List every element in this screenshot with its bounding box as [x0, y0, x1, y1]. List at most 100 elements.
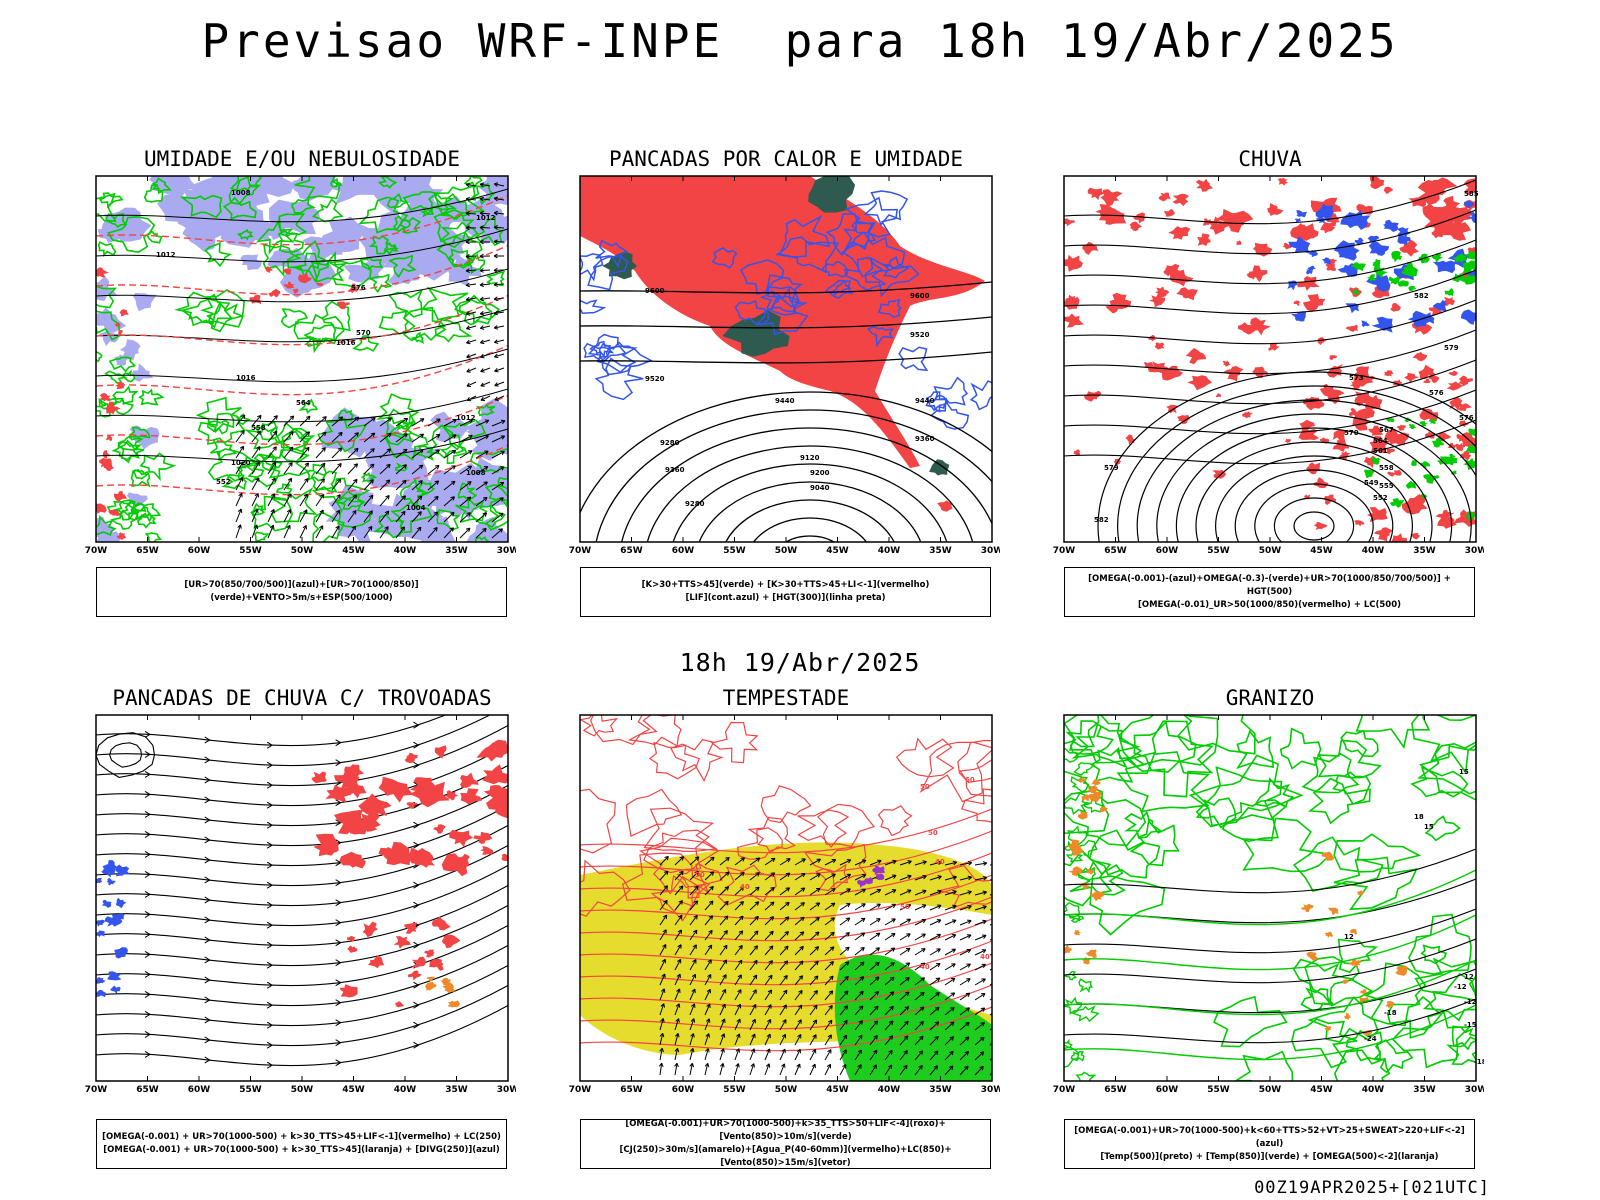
contour-label: 12: [1464, 973, 1474, 981]
contour-label: 9040: [810, 484, 830, 492]
country-border: [96, 709, 109, 713]
coastline: [915, 176, 917, 177]
contour-label: -12: [1454, 983, 1467, 991]
lon-tick-label: 30W: [981, 546, 1000, 556]
caption-line: [OMEGA(-0.001) + UR>70(1000-500) + k>30_…: [102, 1132, 501, 1142]
lon-tick-label: 55W: [723, 546, 746, 556]
caption-line: [OMEGA(-0.001)+UR>70(1000-500)+k>35_TTS>…: [625, 1119, 946, 1142]
country-border: [580, 709, 593, 713]
lon-tick-label: 70W: [85, 546, 108, 556]
contour-label: 1008: [466, 469, 486, 477]
contour-label: 1008: [231, 189, 251, 197]
country-border: [627, 715, 629, 716]
coastline: [1399, 715, 1401, 716]
contour-label: 9120: [800, 454, 820, 462]
coastline: [431, 715, 433, 716]
lon-tick-label: 35W: [929, 546, 952, 556]
lon-tick-label: 55W: [1207, 1085, 1230, 1095]
lon-tick-label: 50W: [1259, 1085, 1282, 1095]
contour-label: 1016: [336, 339, 356, 347]
contour-label: 9360: [915, 435, 935, 443]
caption-line: [CJ(250)>30m/s](amarelo)+[Agua_P(40-60mm…: [619, 1145, 952, 1168]
geography-layer: [1064, 170, 1401, 177]
lon-tick-label: 40W: [1362, 546, 1385, 556]
contour-label: 558: [251, 424, 266, 432]
lon-tick-label: 35W: [445, 546, 468, 556]
contour-label: 1004: [406, 504, 426, 512]
lon-tick-label: 45W: [342, 546, 365, 556]
lon-tick-label: 45W: [1310, 1085, 1333, 1095]
lon-tick-label: 40W: [394, 1085, 417, 1095]
contour-label: 576: [1429, 389, 1444, 397]
contour-label: 9520: [910, 331, 930, 339]
lon-tick-label: 60W: [188, 546, 211, 556]
contour-label: 9360: [665, 466, 685, 474]
state-border: [666, 715, 668, 716]
lon-tick-label: 45W: [826, 546, 849, 556]
panel-title-granizo: GRANIZO: [1225, 686, 1315, 710]
lon-tick-label: 60W: [1156, 546, 1179, 556]
contour-label: 40: [935, 858, 945, 866]
contour-label: 573: [1349, 374, 1364, 382]
lon-tick-label: 35W: [1413, 546, 1436, 556]
lon-tick-label: 70W: [85, 1085, 108, 1095]
contour-label: 50: [695, 871, 705, 879]
country-border: [143, 176, 145, 177]
caption-line: [OMEGA(-0.001)+UR>70(1000-500)+k<60+TTS>…: [1074, 1125, 1465, 1149]
contour-label: 9440: [915, 397, 935, 405]
contour-label: 40: [980, 953, 990, 961]
map-canvas: 12S15S18S21S24S27S30S33S36S39S42S70W65W6…: [85, 709, 516, 1095]
geography-layer: [1111, 715, 1401, 716]
map-umidade: 12S15S18S21S24S27S30S33S36S39S42S70W65W6…: [56, 170, 516, 560]
country-border: [1064, 170, 1077, 174]
caption-granizo: [OMEGA(-0.001)+UR>70(1000-500)+k<60+TTS>…: [1064, 1119, 1475, 1169]
contour-label: 9520: [645, 375, 665, 383]
map-pancadas-calor: 12S15S18S21S24S27S30S33S36S39S42S70W65W6…: [540, 170, 1000, 560]
map-canvas: 12S15S18S21S24S27S30S33S36S39S42S70W65W6…: [569, 709, 1000, 1095]
lon-tick-label: 65W: [1104, 1085, 1127, 1095]
contour-label: 585: [1464, 190, 1479, 198]
lon-tick-label: 50W: [1259, 546, 1282, 556]
caption-trovoadas: [OMEGA(-0.001) + UR>70(1000-500) + k>30_…: [96, 1119, 507, 1169]
lon-tick-label: 50W: [291, 546, 314, 556]
map-tempestade: 12S15S18S21S24S27S30S33S36S39S42S70W65W6…: [540, 709, 1000, 1099]
coastline: [1399, 176, 1401, 177]
contour-label: 1020: [231, 459, 251, 467]
panel-title-chuva: CHUVA: [1238, 147, 1302, 171]
contour-label: 9200: [810, 469, 830, 477]
lon-tick-label: 40W: [878, 546, 901, 556]
caption-line: [OMEGA(-0.01)_UR>50(1000/850)(vermelho) …: [1137, 599, 1402, 610]
lon-tick-label: 45W: [342, 1085, 365, 1095]
contour-label: 555: [1379, 482, 1394, 490]
lon-tick-label: 55W: [239, 1085, 262, 1095]
lon-tick-label: 65W: [136, 1085, 159, 1095]
lon-tick-label: 65W: [620, 1085, 643, 1095]
geography-layer: [627, 176, 917, 177]
contour-label: 18: [1414, 813, 1424, 821]
contour-label: 558: [1379, 464, 1394, 472]
lon-tick-label: 70W: [569, 1085, 592, 1095]
lon-tick-label: 45W: [1310, 546, 1333, 556]
lon-tick-label: 65W: [620, 546, 643, 556]
state-border: [1309, 715, 1310, 716]
country-border: [96, 170, 109, 174]
lon-tick-label: 60W: [672, 1085, 695, 1095]
map-field-layer: [580, 176, 992, 542]
contour-label: 60: [965, 776, 975, 784]
contour-label: 9440: [775, 397, 795, 405]
state-border: [825, 715, 826, 716]
caption-line: [Temp(500)](preto) + [Temp(850)](verde) …: [1100, 1151, 1439, 1162]
contour-label: 1016: [236, 374, 256, 382]
lon-tick-label: 40W: [394, 546, 417, 556]
contour-label: 1012: [156, 251, 176, 259]
caption-pancadas-calor: [K>30+TTS>45](verde) + [K>30+TTS>45+LI<-…: [580, 567, 991, 617]
panel-title-umidade: UMIDADE E/OU NEBULOSIDADE: [143, 147, 461, 171]
state-border: [1150, 715, 1152, 716]
lon-tick-label: 35W: [445, 1085, 468, 1095]
contour-label: 552: [216, 478, 231, 486]
map-trovoadas: 12S15S18S21S24S27S30S33S36S39S42S70W65W6…: [56, 709, 516, 1099]
country-border: [1111, 715, 1113, 716]
lon-tick-label: 70W: [1053, 1085, 1076, 1095]
contour-label: 1012: [476, 214, 496, 222]
lon-tick-label: 55W: [723, 1085, 746, 1095]
